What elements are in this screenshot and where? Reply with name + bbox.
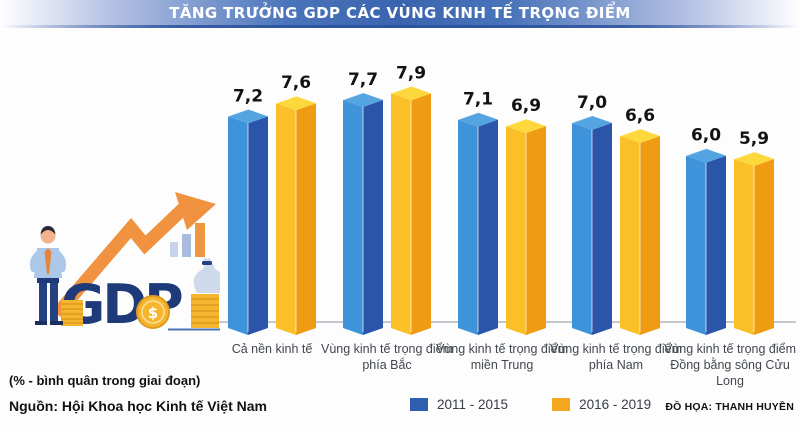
page-title: TĂNG TRƯỞNG GDP CÁC VÙNG KINH TẾ TRỌNG Đ… xyxy=(169,4,631,22)
legend-swatch xyxy=(552,398,571,411)
bar-value-label: 7,2 xyxy=(233,86,263,106)
bar-value-label: 5,9 xyxy=(739,129,769,149)
growth-arrow-icon xyxy=(52,192,216,319)
category-label: Cả nền kinh tế xyxy=(231,342,313,356)
bar-value-label: 6,0 xyxy=(691,126,721,146)
category-label: Vùng kinh tế trọng điểm Đồng bằng sông C… xyxy=(663,342,797,388)
person-figure xyxy=(29,226,67,325)
legend-label: 2011 - 2015 xyxy=(437,397,509,412)
legend: 2011 - 2015 2016 - 2019 xyxy=(410,397,651,412)
legend-item: 2016 - 2019 xyxy=(552,397,651,412)
mini-bar-chart-icon xyxy=(170,223,205,257)
coin-dollar-symbol: $ xyxy=(148,304,158,322)
bar-value-label: 7,6 xyxy=(281,73,311,93)
bar-value-label: 7,0 xyxy=(577,93,607,113)
bar: 7,1 xyxy=(457,90,498,336)
category-label: Vùng kinh tế trọng điểm miền Trung xyxy=(435,342,569,372)
bar: 7,7 xyxy=(342,70,383,335)
bar: 6,0 xyxy=(685,126,726,335)
category-label: Vùng kinh tế trọng điểm phía Bắc xyxy=(320,342,454,372)
bar-value-label: 7,9 xyxy=(396,63,426,83)
credit-note: ĐỒ HỌA: THANH HUYỀN xyxy=(665,401,794,413)
legend-label: 2016 - 2019 xyxy=(579,397,652,412)
legend-item: 2011 - 2015 xyxy=(410,397,508,412)
source-note: Nguồn: Hội Khoa học Kinh tế Việt Nam xyxy=(9,398,267,414)
category-label: Vùng kinh tế trọng điểm phía Nam xyxy=(549,342,683,372)
bar-value-label: 7,7 xyxy=(348,70,378,90)
dollar-coin-icon: $ xyxy=(136,295,170,329)
bar: 5,9 xyxy=(733,129,774,335)
legend-swatch xyxy=(410,398,428,411)
bar-value-label: 6,9 xyxy=(511,96,541,116)
bar: 7,2 xyxy=(227,86,268,335)
unit-note: (% - bình quân trong giai đoạn) xyxy=(9,373,201,388)
bar-value-label: 6,6 xyxy=(625,106,655,126)
money-bag-icon xyxy=(191,257,220,328)
bar: 7,9 xyxy=(390,63,431,335)
title-bar: TĂNG TRƯỞNG GDP CÁC VÙNG KINH TẾ TRỌNG Đ… xyxy=(0,0,800,28)
coin-stack-icon xyxy=(61,300,83,326)
bar-value-label: 7,1 xyxy=(463,90,493,110)
bar: 6,9 xyxy=(505,96,546,336)
gdp-illustration: GDP $ xyxy=(29,192,220,332)
bar: 7,6 xyxy=(275,73,316,335)
bar: 6,6 xyxy=(619,106,660,335)
bar: 7,0 xyxy=(571,93,612,336)
